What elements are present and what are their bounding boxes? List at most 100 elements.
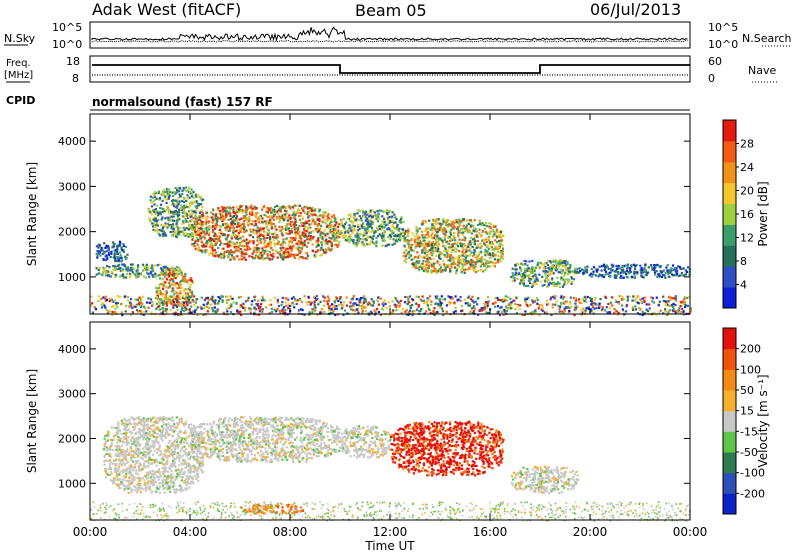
echo-cell <box>555 269 558 272</box>
echo-cell <box>307 235 310 238</box>
echo-cell <box>230 222 233 226</box>
echo-cell <box>116 302 119 305</box>
echo-cell <box>442 231 445 234</box>
echo-cell <box>236 309 239 312</box>
echo-cell <box>497 298 500 302</box>
echo-cell <box>471 312 474 315</box>
echo-cell <box>193 309 196 312</box>
echo-cell <box>655 270 658 273</box>
echo-cell <box>362 222 365 225</box>
echo-cell <box>181 274 184 277</box>
echo-cell <box>162 300 165 303</box>
echo-cell <box>661 273 665 276</box>
echo-cell <box>180 230 183 233</box>
echo-cell <box>288 247 291 250</box>
echo-cell <box>561 261 564 265</box>
echo-cell <box>288 214 291 217</box>
echo-cell <box>348 241 351 244</box>
echo-cell <box>150 272 153 275</box>
echo-cell <box>405 261 408 264</box>
echo-cell <box>464 237 467 240</box>
echo-cell <box>473 243 476 246</box>
echo-cell <box>279 247 282 250</box>
echo-cell <box>684 273 687 276</box>
echo-cell <box>685 270 688 273</box>
echo-cell <box>169 215 172 218</box>
echo-cell <box>540 280 543 283</box>
echo-cell <box>597 275 600 278</box>
echo-cell <box>488 238 491 241</box>
echo-cell <box>545 276 548 279</box>
echo-cell <box>307 211 310 214</box>
echo-cell <box>589 272 593 275</box>
frequency-trace <box>92 64 690 74</box>
echo-cell <box>383 226 386 229</box>
echo-cell <box>468 249 471 252</box>
echo-cell <box>156 222 159 225</box>
echo-cell <box>462 227 465 230</box>
echo-cell <box>472 267 475 270</box>
echo-cell <box>231 219 234 222</box>
echo-cell <box>335 221 338 224</box>
echo-cell <box>168 270 172 273</box>
echo-cell <box>598 265 601 268</box>
echo-cell <box>431 242 434 245</box>
echo-cell <box>362 234 365 237</box>
echo-cell <box>445 311 448 314</box>
echo-cell <box>362 238 365 241</box>
echo-cell <box>192 217 195 220</box>
echo-cell <box>639 298 642 301</box>
echo-cell <box>130 263 133 266</box>
echo-cell <box>516 303 519 307</box>
echo-cell <box>114 310 117 314</box>
echo-cell <box>440 227 444 230</box>
echo-cell <box>170 215 173 218</box>
echo-cell <box>195 201 198 204</box>
echo-cell <box>413 240 416 243</box>
echo-cell <box>650 266 654 269</box>
echo-cell <box>246 299 250 302</box>
echo-cell <box>297 208 300 211</box>
echo-cell <box>120 256 123 259</box>
echo-cell <box>251 300 254 303</box>
echo-cell <box>124 310 127 313</box>
echo-cell <box>371 237 374 241</box>
echo-cell <box>666 303 669 307</box>
echo-cell <box>616 313 619 316</box>
echo-cell <box>281 227 284 230</box>
echo-cell <box>629 269 632 272</box>
echo-cell <box>178 303 181 306</box>
echo-cell <box>564 264 567 267</box>
echo-cell <box>456 267 459 270</box>
echo-cell <box>269 253 273 256</box>
echo-cell <box>154 191 157 194</box>
echo-cell <box>500 249 503 253</box>
echo-cell <box>293 298 296 301</box>
echo-cell <box>184 293 187 296</box>
echo-cell <box>215 254 218 257</box>
echo-cell <box>189 290 192 293</box>
echo-cell <box>348 224 351 227</box>
echo-cell <box>557 262 560 265</box>
echo-cell <box>510 275 513 279</box>
echo-cell <box>515 274 519 277</box>
echo-cell <box>380 223 383 226</box>
echo-cell <box>127 266 130 269</box>
echo-cell <box>381 239 384 242</box>
echo-cell <box>375 240 378 243</box>
echo-cell <box>608 311 611 314</box>
echo-cell <box>164 309 167 312</box>
echo-cell <box>350 215 353 218</box>
echo-cell <box>404 295 407 299</box>
echo-cell <box>119 266 122 270</box>
echo-cell <box>212 209 215 212</box>
echo-cell <box>388 216 391 219</box>
echo-cell <box>100 306 104 309</box>
echo-cell <box>483 306 486 309</box>
echo-cell <box>486 301 489 304</box>
echo-cell <box>231 297 234 300</box>
echo-cell <box>423 265 426 268</box>
echo-cell <box>408 253 411 256</box>
echo-cell <box>561 310 564 313</box>
echo-cell <box>461 233 465 236</box>
